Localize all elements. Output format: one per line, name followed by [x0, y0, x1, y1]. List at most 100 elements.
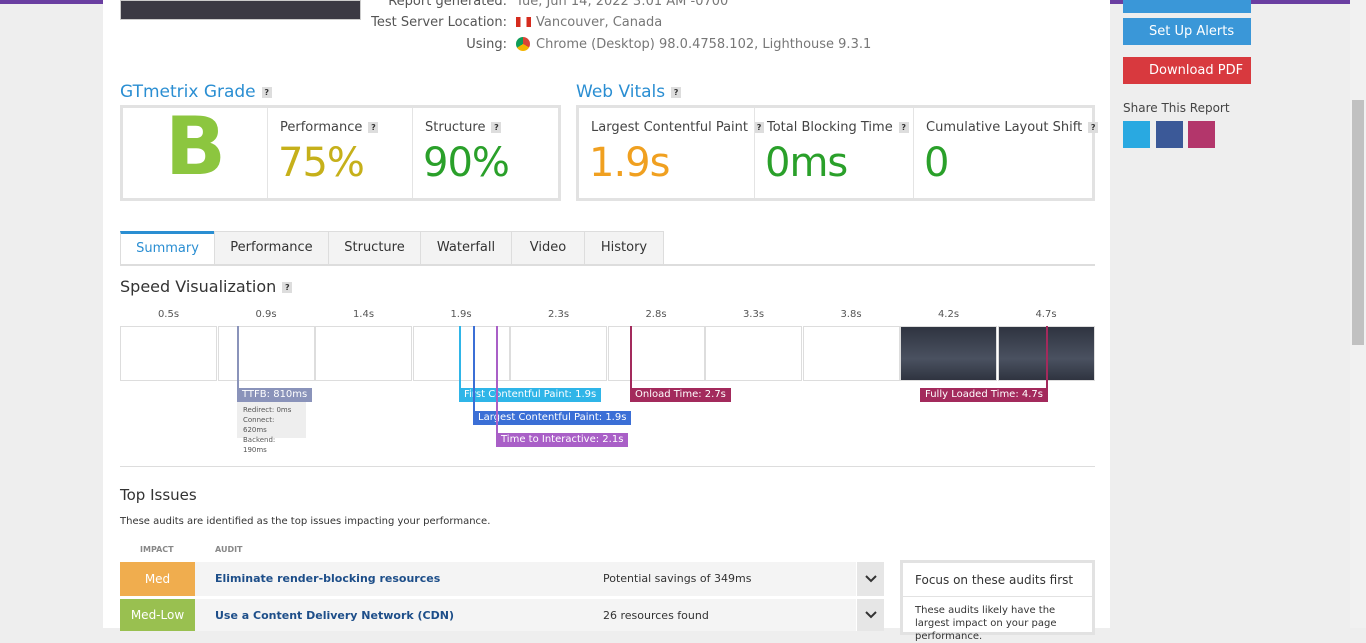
tti-label: Time to Interactive: 2.1s — [496, 433, 629, 447]
scrollbar[interactable] — [1350, 0, 1366, 628]
help-icon[interactable]: ? — [282, 282, 293, 293]
filmstrip-frame — [705, 326, 802, 381]
focus-rule — [903, 596, 1092, 597]
fcp-label: First Contentful Paint: 1.9s — [459, 388, 602, 402]
vital-value: 1.9s — [589, 140, 670, 186]
facebook-button[interactable] — [1156, 121, 1183, 148]
tab[interactable]: Waterfall — [420, 231, 512, 265]
time-label: 0.5s — [157, 309, 180, 320]
help-icon[interactable]: ? — [671, 86, 682, 98]
scrollbar-thumb[interactable] — [1352, 100, 1364, 345]
time-label: 2.8s — [645, 309, 667, 320]
focus-box: Focus on these audits first These audits… — [900, 560, 1095, 642]
time-label: 4.2s — [937, 309, 960, 320]
audit-detail: Potential savings of 349ms — [603, 572, 752, 585]
share-label: Share This Report — [1123, 101, 1230, 115]
pdf-button[interactable]: Download PDF — [1123, 57, 1251, 84]
tab[interactable]: Structure — [328, 231, 421, 265]
vital-value: 0 — [924, 140, 949, 186]
audit-name[interactable]: Eliminate render-blocking resources — [215, 572, 441, 585]
vital-value: 0ms — [765, 140, 848, 186]
grade-box: B Performance? 75% Structure? 90% — [120, 100, 561, 201]
issue-row[interactable]: Med-Low Use a Content Delivery Network (… — [120, 599, 884, 631]
help-icon[interactable]: ? — [491, 122, 502, 133]
focus-text: These audits likely have the largest imp… — [915, 605, 1057, 642]
time-label: 3.8s — [840, 309, 862, 320]
issue-row[interactable]: Med Eliminate render-blocking resources … — [120, 562, 884, 596]
ttfb-detail: Redirect: 0ms — [243, 406, 292, 414]
chrome-icon — [516, 37, 530, 51]
grade-letter: B — [165, 100, 226, 193]
help-icon[interactable]: ? — [261, 86, 272, 98]
tab[interactable]: Summary — [120, 231, 215, 265]
page-thumbnail — [120, 0, 361, 20]
time-label: 0.9s — [255, 309, 277, 320]
time-label: 1.4s — [352, 309, 375, 320]
fully-loaded-line — [1046, 326, 1048, 388]
vital-label: Largest Contentful Paint — [591, 120, 749, 135]
flag-icon — [516, 17, 531, 27]
using-label: Using: — [466, 37, 507, 52]
vital-cell: Largest Contentful Paint? 1.9s — [579, 108, 765, 198]
ttfb-details: Redirect: 0ms Connect: 620ms Backend: 190m… — [237, 402, 306, 454]
tti-line — [496, 326, 498, 433]
metric-label: Structure — [425, 120, 486, 135]
impact-badge: Med-Low — [120, 599, 195, 631]
filmstrip-frame — [802, 326, 900, 381]
metric-value: 90% — [423, 140, 510, 186]
filmstrip-frame — [607, 326, 705, 381]
metric-value: 75% — [278, 140, 365, 186]
impact-badge: Med — [120, 562, 195, 596]
vitals-box: Largest Contentful Paint? 1.9s Total Bloc… — [576, 105, 1099, 201]
location-value: Vancouver, Canada — [536, 15, 663, 30]
filmstrip-frame — [217, 326, 315, 381]
speed-title-text: Speed Visualization — [120, 277, 277, 296]
onload-line — [630, 326, 632, 388]
filmstrip-frame — [120, 326, 217, 381]
issues-description: These audits are identified as the top i… — [120, 516, 491, 527]
sidebar-button[interactable] — [1123, 0, 1251, 13]
help-icon[interactable]: ? — [368, 122, 379, 133]
fully-loaded-label: Fully Loaded Time: 4.7s — [920, 388, 1048, 402]
time-label: 3.3s — [742, 309, 765, 320]
issues-title: Top Issues — [120, 486, 197, 504]
expand-button[interactable] — [856, 562, 884, 596]
help-icon[interactable]: ? — [754, 122, 765, 133]
twitter-button[interactable] — [1123, 121, 1150, 148]
metric-cell: Structure? 90% — [412, 108, 558, 198]
help-icon[interactable]: ? — [898, 122, 909, 133]
ttfb-label: TTFB: 810ms — [237, 388, 313, 402]
grade-title-text: GTmetrix Grade — [120, 82, 256, 102]
lcp-line — [473, 326, 475, 411]
onload-label: Onload Time: 2.7s — [630, 388, 731, 402]
vitals-title: Web Vitals? — [576, 82, 682, 102]
tab[interactable]: Performance — [214, 231, 329, 265]
tab-rule — [120, 264, 1095, 266]
report-label: Report generated: — [388, 0, 507, 9]
link-button[interactable] — [1188, 121, 1215, 148]
chevron — [865, 575, 877, 583]
divider — [120, 466, 1095, 467]
location-label: Test Server Location: — [371, 15, 507, 30]
expand-button[interactable] — [856, 599, 884, 631]
tab[interactable]: Video — [511, 231, 585, 265]
help-icon[interactable]: ? — [1088, 122, 1099, 133]
grade-title: GTmetrix Grade? — [120, 82, 272, 102]
time-label: 1.9s — [450, 309, 472, 320]
filmstrip-frame — [510, 326, 607, 381]
using-value: Chrome (Desktop) 98.0.4758.102, Lighthou… — [536, 37, 872, 52]
main-column — [103, 0, 1110, 628]
audit-name[interactable]: Use a Content Delivery Network (CDN) — [215, 609, 454, 622]
column-header: IMPACT — [140, 545, 174, 554]
filmstrip-frame — [315, 326, 412, 381]
lcp-label: Largest Contentful Paint: 1.9s — [473, 411, 632, 425]
audit-detail: 26 resources found — [603, 609, 709, 622]
column-header: AUDIT — [215, 545, 243, 554]
vital-label: Total Blocking Time — [767, 120, 893, 135]
tab[interactable]: History — [584, 231, 664, 265]
vital-cell: Cumulative Layout Shift? 0 — [913, 108, 1099, 198]
metric-cell: Performance? 75% — [267, 108, 412, 198]
fcp-line — [459, 326, 461, 388]
alerts-button[interactable]: Set Up Alerts — [1123, 18, 1251, 45]
